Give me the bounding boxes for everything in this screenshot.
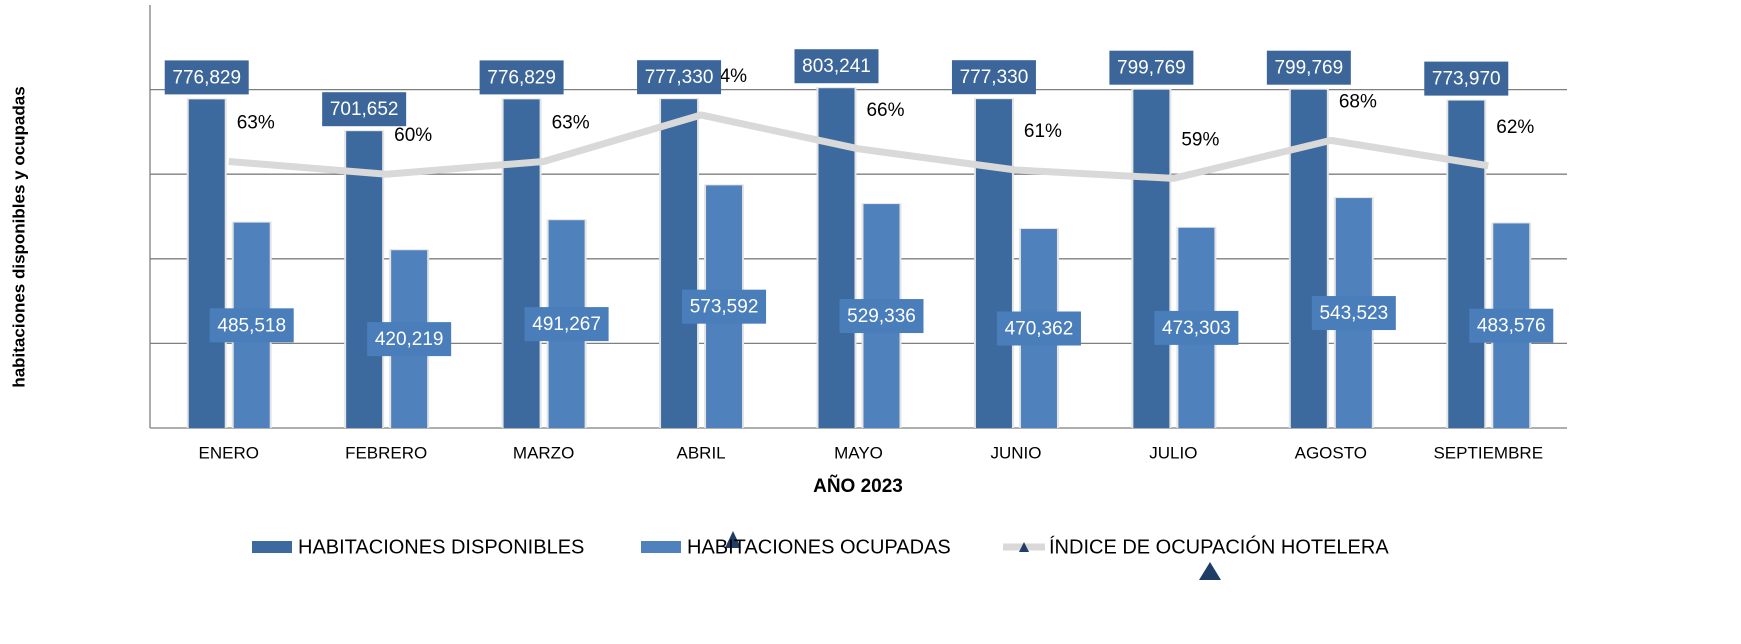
x-axis-title: AÑO 2023 — [813, 475, 903, 497]
data-label: 485,518 — [217, 315, 286, 336]
data-label: 61% — [1024, 121, 1062, 142]
bar — [1133, 89, 1170, 428]
data-label: 799,769 — [1117, 58, 1186, 79]
bar — [975, 99, 1012, 429]
data-label: 799,769 — [1274, 58, 1343, 79]
data-label-box — [794, 49, 879, 84]
bar — [188, 99, 225, 428]
x-tick-label: SEPTIEMBRE — [1433, 443, 1543, 462]
data-label: 470,362 — [1005, 319, 1074, 340]
data-label: 777,330 — [960, 67, 1029, 88]
data-label-box — [1311, 296, 1396, 331]
data-label: 60% — [394, 125, 432, 146]
x-tick-label: AGOSTO — [1295, 443, 1367, 462]
data-label: 543,523 — [1319, 303, 1388, 324]
legend-label: HABITACIONES DISPONIBLES — [298, 536, 584, 558]
data-label: 483,576 — [1477, 316, 1546, 337]
x-tick-label: JULIO — [1149, 443, 1197, 462]
stray-marker — [725, 531, 741, 548]
data-label: 773,970 — [1432, 69, 1501, 90]
data-label: 59% — [1181, 129, 1219, 150]
data-label-box — [1154, 310, 1239, 345]
x-tick-label: ENERO — [198, 443, 258, 462]
data-label: 701,652 — [330, 99, 399, 120]
x-tick-label: ABRIL — [676, 443, 725, 462]
data-label: 529,336 — [847, 306, 916, 327]
data-label: 63% — [237, 113, 275, 134]
data-label: 68% — [1339, 91, 1377, 112]
data-label: 66% — [866, 100, 904, 121]
data-label: 491,267 — [532, 314, 601, 335]
data-label: 776,829 — [172, 67, 241, 88]
data-label: 573,592 — [690, 297, 759, 318]
data-label-box — [1469, 308, 1554, 343]
y-axis-title: habitaciones disponibles y ocupadas — [9, 86, 28, 387]
x-tick-label: MARZO — [513, 443, 574, 462]
data-label: 62% — [1496, 117, 1534, 138]
line — [228, 111, 1489, 182]
data-label-box — [524, 307, 609, 342]
legend-swatch — [252, 541, 292, 553]
data-label-box — [682, 289, 767, 324]
data-label-box — [1424, 61, 1509, 96]
data-label-box — [839, 299, 924, 334]
data-label-box — [479, 60, 564, 95]
data-label-box — [209, 308, 294, 343]
data-label-box — [164, 60, 249, 95]
bar — [503, 99, 540, 428]
data-label: 473,303 — [1162, 318, 1231, 339]
data-label: 63% — [552, 113, 590, 134]
x-tick-label: FEBRERO — [345, 443, 427, 462]
bar — [346, 131, 383, 428]
x-tick-label: MAYO — [834, 443, 883, 462]
x-tick-label: JUNIO — [990, 443, 1041, 462]
legend-label: HABITACIONES OCUPADAS — [687, 536, 951, 558]
data-label-box — [951, 60, 1036, 95]
data-label-box — [322, 92, 407, 127]
data-label-box — [1266, 50, 1351, 85]
data-label-box — [1109, 50, 1194, 85]
data-label-box — [367, 322, 452, 357]
data-label-box — [996, 311, 1081, 346]
legend-marker — [1019, 542, 1029, 552]
legend-swatch — [641, 541, 681, 553]
data-label: 420,219 — [375, 329, 444, 350]
data-label: 803,241 — [802, 56, 871, 77]
data-label: 777,330 — [645, 67, 714, 88]
data-label-box — [637, 60, 722, 95]
bar — [661, 99, 698, 429]
stray-marker — [1199, 562, 1221, 580]
data-label: 776,829 — [487, 67, 556, 88]
legend-label: ÍNDICE DE OCUPACIÓN HOTELERA — [1049, 535, 1389, 558]
bar — [1448, 100, 1485, 428]
